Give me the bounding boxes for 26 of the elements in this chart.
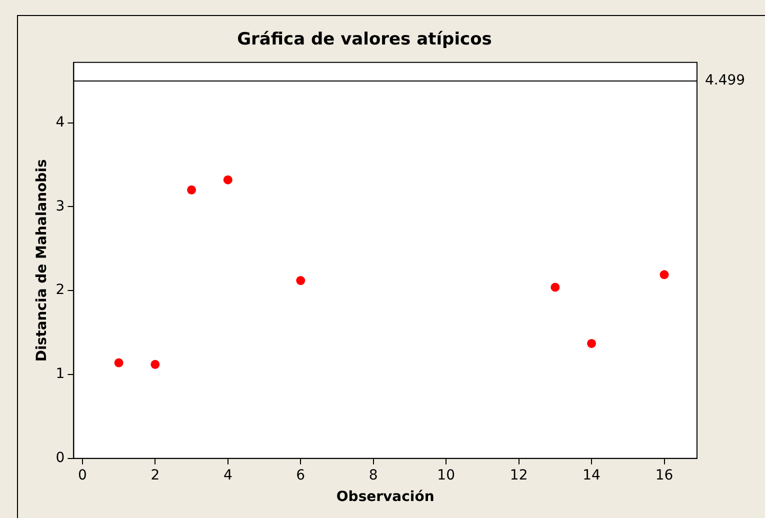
point (114, 358, 124, 368)
x-tick-label: 14 (582, 467, 601, 484)
chart-title: Gráfica de valores atípicos (237, 30, 492, 50)
point (223, 175, 232, 184)
x-tick-label: 16 (655, 467, 674, 484)
y-tick-label: 1 (56, 366, 65, 382)
x-tick-label: 6 (296, 467, 306, 484)
point (550, 282, 560, 292)
point (660, 270, 669, 280)
y-tick-label: 2 (56, 282, 65, 298)
point (150, 360, 160, 369)
point (296, 276, 306, 286)
x-tick-label: 4 (223, 467, 232, 484)
x-tick-label: 0 (78, 467, 87, 484)
y-tick-label: 3 (56, 198, 65, 214)
x-tick-label: 2 (150, 467, 160, 484)
x-axis-title: Observación (336, 489, 434, 506)
x-tick-label: 8 (368, 467, 378, 484)
point (587, 338, 596, 348)
point (187, 185, 196, 194)
y-tick-label: 4 (56, 114, 65, 130)
y-axis-title: Distancia de Mahalanobis (34, 159, 50, 362)
x-tick-label: 12 (510, 467, 528, 484)
y-tick-label: 0 (56, 450, 65, 466)
ref-line-label: 4.499 (705, 72, 746, 89)
x-tick-label: 10 (437, 467, 455, 484)
